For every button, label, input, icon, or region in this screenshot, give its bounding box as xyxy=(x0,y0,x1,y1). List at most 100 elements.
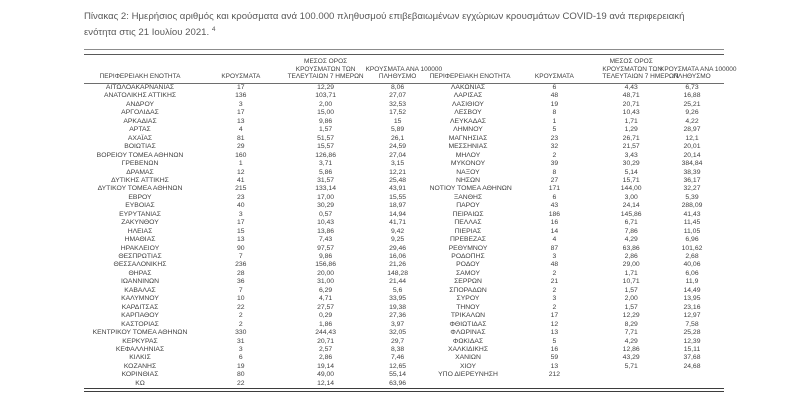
cases-cell: 19 xyxy=(237,362,245,370)
avg7-cell: 12,29 xyxy=(317,83,335,91)
header-avg7-left-line2: ΚΡΟΥΣΜΑΤΩΝ ΤΩΝ xyxy=(295,65,356,73)
region-cell: ΑΝΑΤΟΛΙΚΗΣ ΑΤΤΙΚΗΣ xyxy=(103,92,177,100)
table-row: ΓΡΕΒΕΝΩΝ 1 3,71 3,15 ΜΥΚΟΝΟΥ 39 30,29 384,84 xyxy=(84,160,724,168)
per100k-cell: 6,96 xyxy=(685,236,699,244)
region-cell: ΞΑΝΘΗΣ xyxy=(453,193,483,201)
per100k-cell: 25,28 xyxy=(683,329,701,337)
region-cell: ΦΛΩΡΙΝΑΣ xyxy=(450,329,486,337)
table-row: ΚΑΛΥΜΝΟΥ 10 4,71 33,95 ΣΥΡΟΥ 3 2,00 13,95 xyxy=(84,295,724,303)
cases-cell: 29 xyxy=(237,143,245,151)
region-cell: ΠΕΛΛΑΣ xyxy=(454,219,482,227)
region-cell: ΕΥΡΥΤΑΝΙΑΣ xyxy=(119,210,161,218)
per100k-cell: 29,46 xyxy=(389,244,407,252)
avg7-cell: 3,43 xyxy=(624,151,638,159)
per100k-cell: 18,97 xyxy=(389,202,407,210)
cases-cell: 17 xyxy=(550,312,559,320)
table-row: ΚΟΡΙΝΘΙΑΣ 80 49,00 55,14 ΥΠΟ ΔΙΕΡΕΥΝΗΣΗ 212 xyxy=(84,371,724,379)
region-cell: ΥΠΟ ΔΙΕΡΕΥΝΗΣΗ xyxy=(438,371,498,379)
per100k-cell: 12,97 xyxy=(683,312,701,320)
cases-cell xyxy=(506,380,602,390)
report-page: Πίνακας 2: Ημερήσιος αριθμός και κρούσμα… xyxy=(84,10,737,393)
cases-cell: 80 xyxy=(237,371,245,379)
cases-cell: 1 xyxy=(238,160,243,168)
avg7-cell: 51,57 xyxy=(317,134,335,142)
avg7-cell: 1,57 xyxy=(624,286,638,294)
cases-cell: 136 xyxy=(235,92,247,100)
region-cell: ΛΑΚΩΝΙΑΣ xyxy=(450,83,486,91)
table-row: ΑΡΓΟΛΙΔΑΣ 17 15,00 17,52 ΛΕΣΒΟΥ 8 10,43 9,26 xyxy=(84,109,724,117)
cases-cell: 1 xyxy=(552,117,557,125)
region-cell: ΤΗΝΟΥ xyxy=(456,303,480,311)
cases-cell: 81 xyxy=(237,134,245,142)
per100k-cell: 12,1 xyxy=(685,134,699,142)
per100k-cell: 37,68 xyxy=(683,354,701,362)
table-body: ΑΙΤΩΛΟΑΚΑΡΝΑΝΙΑΣ 17 12,29 8,06 ΛΑΚΩΝΙΑΣ 6 4,43… xyxy=(84,83,724,390)
per100k-cell: 32,27 xyxy=(683,185,701,193)
per100k-cell: 63,96 xyxy=(389,379,407,387)
table-row: ΚΑΒΑΛΑΣ 7 6,29 5,6 ΣΠΟΡΑΔΩΝ 2 1,57 14,49 xyxy=(84,287,724,295)
header-region-left-label: ΠΕΡΙΦΕΡΕΙΑΚΗ ΕΝΟΤΗΤΑ xyxy=(99,73,181,81)
avg7-cell: 1,57 xyxy=(624,303,638,311)
avg7-cell: 31,57 xyxy=(317,176,335,184)
avg7-cell: 2,86 xyxy=(318,354,333,362)
per100k-cell: 24,59 xyxy=(389,143,407,151)
region-cell: ΚΕΡΚΥΡΑΣ xyxy=(122,337,158,345)
per100k-cell: 41,43 xyxy=(683,210,701,218)
header-avg7-left: ΜΕΣΟΣ ΟΡΟΣ ΚΡΟΥΣΜΑΤΩΝ ΤΩΝ ΤΕΛΕΥΤΑΙΩΝ 7 Η… xyxy=(285,54,366,84)
per100k-cell: 19,38 xyxy=(389,303,407,311)
per100k-cell: 21,26 xyxy=(389,261,407,269)
avg7-cell: 0,57 xyxy=(318,210,333,218)
cases-cell: 41 xyxy=(237,176,245,184)
avg7-cell: 27,57 xyxy=(317,303,335,311)
cases-cell: 186 xyxy=(548,210,561,218)
avg7-cell: 49,00 xyxy=(317,371,335,379)
avg7-cell: 43,29 xyxy=(622,354,640,362)
region-cell: ΡΟΔΟΠΗΣ xyxy=(451,253,485,261)
region-cell: ΑΧΑΪΑΣ xyxy=(127,134,153,142)
cases-cell: 22 xyxy=(237,303,245,311)
cases-cell: 6 xyxy=(238,354,243,362)
cases-cell: 48 xyxy=(550,92,559,100)
region-cell: ΗΛΕΙΑΣ xyxy=(127,227,153,235)
cases-cell: 2 xyxy=(552,286,557,294)
per100k-cell: 20,14 xyxy=(683,151,701,159)
cases-cell: 43 xyxy=(550,202,559,210)
cases-cell: 14 xyxy=(550,227,559,235)
avg7-cell: 12,29 xyxy=(622,312,640,320)
per100k-cell: 12,39 xyxy=(683,337,701,345)
avg7-cell: 4,29 xyxy=(624,236,638,244)
avg7-cell: 26,71 xyxy=(622,134,640,142)
per100k-cell: 14,49 xyxy=(683,286,701,294)
cases-cell: 6 xyxy=(552,193,557,201)
avg7-cell: 2,00 xyxy=(624,295,638,303)
table-row: ΚΑΡΔΙΤΣΑΣ 22 27,57 19,38 ΤΗΝΟΥ 2 1,57 23,16 xyxy=(84,304,724,312)
cases-cell: 17 xyxy=(237,219,245,227)
avg7-cell: 7,86 xyxy=(624,227,638,235)
table-row: ΑΝΑΤΟΛΙΚΗΣ ΑΤΤΙΚΗΣ 136 103,71 27,07 ΛΑΡΙΣΑΣ 4… xyxy=(84,92,724,100)
region-cell: ΤΡΙΚΑΛΩΝ xyxy=(450,312,486,320)
region-cell: ΣΠΟΡΑΔΩΝ xyxy=(449,286,487,294)
per100k-cell: 9,25 xyxy=(390,236,405,244)
region-cell xyxy=(430,380,507,390)
region-cell: ΚΟΖΑΝΗΣ xyxy=(123,362,157,370)
per100k-cell: 25,21 xyxy=(683,100,701,108)
table-row: ΔΡΑΜΑΣ 12 5,86 12,21 ΝΑΞΟΥ 8 5,14 38,39 xyxy=(84,169,724,177)
per100k-cell: 12,21 xyxy=(389,168,407,176)
cases-cell: 23 xyxy=(550,134,559,142)
avg7-cell: 4,43 xyxy=(624,83,638,91)
region-cell: ΙΩΑΝΝΙΝΩΝ xyxy=(120,278,160,286)
table-row: ΚΕΦΑΛΛΗΝΙΑΣ 3 2,57 8,38 ΧΑΛΚΙΔΙΚΗΣ 16 12,86 15,… xyxy=(84,346,724,354)
table-row: ΚΕΡΚΥΡΑΣ 31 20,71 29,7 ΦΩΚΙΔΑΣ 5 4,29 12,39 xyxy=(84,338,724,346)
header-per100k-left-line2: ΠΛΗΘΥΣΜΟ xyxy=(378,73,417,81)
table-row: ΚΑΡΠΑΘΟΥ 2 0,29 27,36 ΤΡΙΚΑΛΩΝ 17 12,29 12,97 xyxy=(84,312,724,320)
per100k-cell: 4,22 xyxy=(685,117,699,125)
avg7-cell: 126,86 xyxy=(315,151,336,159)
per100k-cell: 16,06 xyxy=(389,253,407,261)
region-cell: ΑΙΤΩΛΟΑΚΑΡΝΑΝΙΑΣ xyxy=(105,83,175,91)
cases-cell: 17 xyxy=(237,83,245,91)
region-cell: ΛΑΣΙΘΙΟΥ xyxy=(452,100,484,108)
region-cell: ΕΥΒΟΙΑΣ xyxy=(125,202,155,210)
header-cases-right-label: ΚΡΟΥΣΜΑΤΑ xyxy=(534,73,574,81)
table-row: ΗΛΕΙΑΣ 15 13,86 9,42 ΠΙΕΡΙΑΣ 14 7,86 11,05 xyxy=(84,228,724,236)
avg7-cell: 10,43 xyxy=(317,219,335,227)
